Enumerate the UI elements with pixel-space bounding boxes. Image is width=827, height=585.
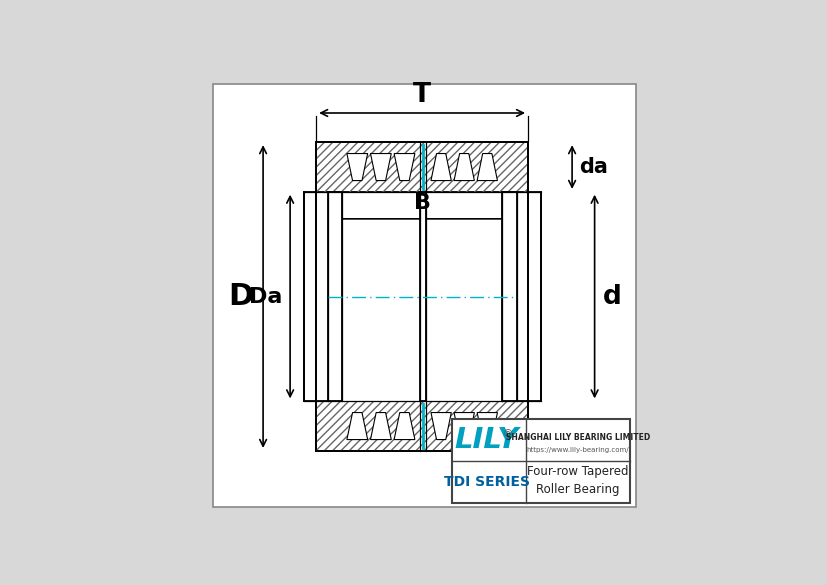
Bar (502, 192, 516, 401)
Text: Da: Da (248, 287, 282, 307)
Polygon shape (453, 412, 474, 439)
Bar (327, 192, 342, 401)
Text: https://www.lily-bearing.com/: https://www.lily-bearing.com/ (526, 447, 629, 453)
Text: T: T (413, 81, 431, 108)
Bar (528, 192, 540, 401)
Text: Four-row Tapered
Roller Bearing: Four-row Tapered Roller Bearing (527, 464, 629, 495)
Bar (316, 401, 528, 451)
Text: LILY: LILY (454, 426, 519, 454)
Text: d: d (602, 284, 621, 309)
Polygon shape (347, 153, 367, 181)
Text: B: B (414, 193, 430, 213)
Polygon shape (476, 412, 497, 439)
Polygon shape (370, 153, 391, 181)
Polygon shape (431, 153, 451, 181)
Polygon shape (476, 153, 497, 181)
Text: SHANGHAI LILY BEARING LIMITED: SHANGHAI LILY BEARING LIMITED (505, 433, 649, 442)
Bar (316, 401, 528, 451)
Polygon shape (370, 412, 391, 439)
Bar (419, 192, 426, 401)
Polygon shape (394, 412, 414, 439)
Polygon shape (453, 153, 474, 181)
Text: D: D (227, 282, 253, 311)
Bar (342, 192, 502, 401)
Polygon shape (431, 412, 451, 439)
Bar (316, 142, 528, 192)
Bar (316, 142, 528, 192)
Text: da: da (579, 157, 608, 177)
Bar (452, 419, 629, 503)
Text: ®: ® (502, 429, 513, 439)
Polygon shape (394, 153, 414, 181)
Text: TDI SERIES: TDI SERIES (443, 475, 529, 489)
Bar (304, 192, 316, 401)
Polygon shape (347, 412, 367, 439)
